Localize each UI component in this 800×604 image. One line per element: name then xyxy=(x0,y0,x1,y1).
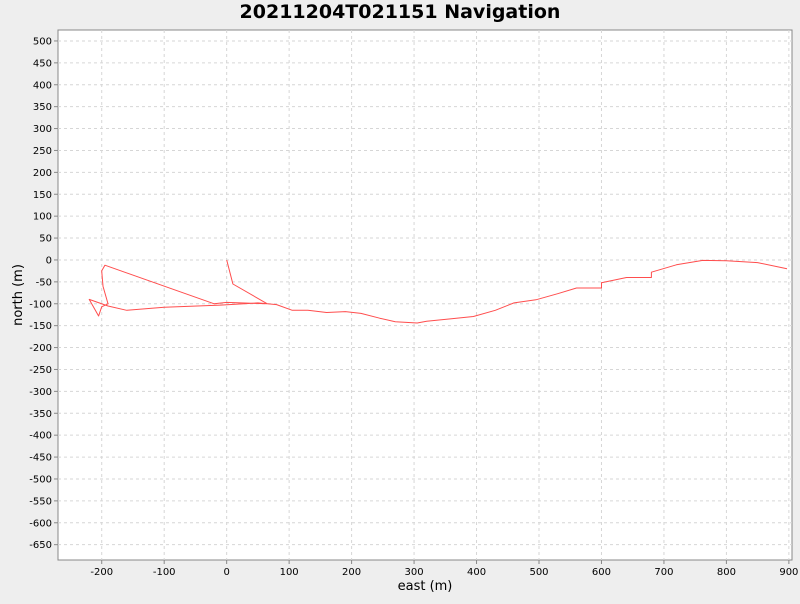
y-tick-label: 250 xyxy=(33,146,52,157)
y-tick-label: 450 xyxy=(33,58,52,69)
y-tick-label: -350 xyxy=(29,409,52,420)
x-tick-label: -100 xyxy=(153,567,176,578)
y-tick-label: 0 xyxy=(46,255,52,266)
y-tick-label: 50 xyxy=(39,234,52,245)
x-tick-label: 300 xyxy=(405,567,424,578)
y-tick-label: -450 xyxy=(29,453,52,464)
y-tick-label: -200 xyxy=(29,343,52,354)
y-tick-label: 400 xyxy=(33,80,52,91)
y-tick-label: -100 xyxy=(29,299,52,310)
plot-area xyxy=(57,29,793,561)
y-tick-label: -400 xyxy=(29,431,52,442)
y-axis-label: north (m) xyxy=(11,264,26,326)
y-tick-label: 100 xyxy=(33,212,52,223)
y-tick-label: 300 xyxy=(33,124,52,135)
x-tick-label: 100 xyxy=(280,567,299,578)
y-tick-label: 200 xyxy=(33,168,52,179)
x-tick-label: 600 xyxy=(592,567,611,578)
x-tick-label: 200 xyxy=(342,567,361,578)
y-tick-label: -500 xyxy=(29,474,52,485)
x-tick-label: 0 xyxy=(223,567,229,578)
x-tick-label: 500 xyxy=(529,567,548,578)
x-tick-label: 800 xyxy=(717,567,736,578)
y-tick-label: -50 xyxy=(36,277,52,288)
chart-title: 20211204T021151 Navigation xyxy=(240,1,561,23)
y-tick-label: -650 xyxy=(29,540,52,551)
x-tick-label: 700 xyxy=(654,567,673,578)
navigation-track-line xyxy=(88,259,788,324)
x-axis-label: east (m) xyxy=(398,579,453,594)
y-tick-label: -300 xyxy=(29,387,52,398)
y-tick-label: -250 xyxy=(29,365,52,376)
y-tick-label: -600 xyxy=(29,518,52,529)
y-tick-label: 500 xyxy=(33,36,52,47)
x-tick-label: -200 xyxy=(90,567,113,578)
series-layer xyxy=(88,259,788,324)
y-tick-label: 350 xyxy=(33,102,52,113)
axis-ticks: -200 -100 0 100 200 300 400 500 600 700 800 9005004… xyxy=(29,36,798,578)
y-tick-label: -150 xyxy=(29,321,52,332)
x-tick-label: 400 xyxy=(467,567,486,578)
x-tick-label: 900 xyxy=(779,567,798,578)
grid-lines xyxy=(58,30,792,560)
y-tick-label: 150 xyxy=(33,190,52,201)
y-tick-label: -550 xyxy=(29,496,52,507)
